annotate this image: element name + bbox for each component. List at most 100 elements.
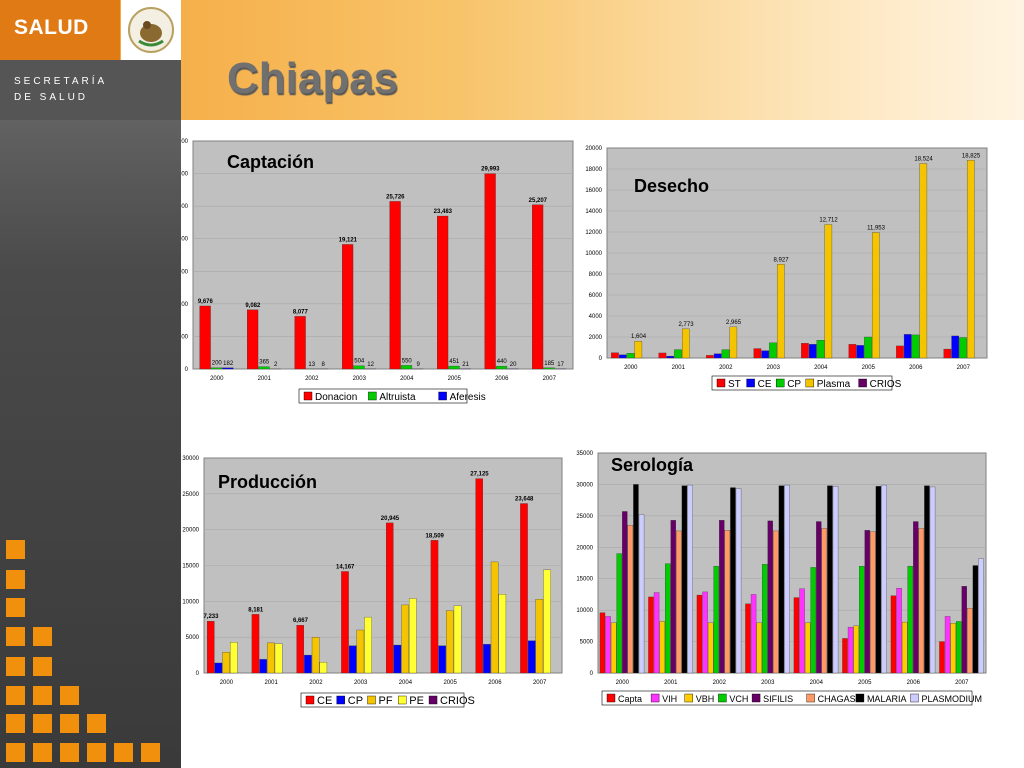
chart-produccion-svg: 0 5000 10000 15000 20000 25000 30000 2000 2001 20… [182,456,563,708]
bar [495,365,508,370]
bar [859,565,865,674]
bar [436,215,449,370]
legend-label: Donacion [315,392,357,403]
bar [658,352,667,359]
bar [870,531,876,674]
bar [816,521,822,674]
bar [881,484,887,674]
bar [853,625,859,674]
bar [364,616,372,674]
legend-label: CRIOS [870,379,902,390]
bar [348,645,357,674]
bar [247,309,259,370]
data-label: 17 [557,362,564,368]
bar [230,642,238,674]
chart-desecho: 0 2000 4000 6000 8000 10000 12000 14000 16000 180… [582,140,992,395]
bar [707,622,714,674]
y-tick-label: 20000 [181,237,189,243]
bar [385,522,394,674]
x-tick-label: 2002 [719,365,733,371]
bar [430,540,439,674]
bar [729,326,738,359]
bar [762,564,768,674]
legend-swatch [398,695,407,705]
bar [446,610,454,674]
bar [918,528,925,674]
y-tick-label: 30000 [576,482,593,488]
bar [842,638,848,674]
bar [901,621,908,674]
y-tick-label: 25000 [181,204,189,210]
x-tick-label: 2007 [533,680,547,686]
bar [304,654,312,674]
data-label: 23,483 [434,209,453,215]
bar [750,594,757,674]
secretaria-line-1: SECRETARÍA [14,76,108,87]
bar [702,591,708,674]
data-label: 182 [223,361,234,367]
x-tick-label: 2000 [210,376,224,382]
data-label: 13 [308,362,315,368]
data-label: 440 [497,359,508,365]
bar [801,343,809,359]
y-tick-label: 10000 [576,608,593,614]
legend-swatch [606,693,616,703]
data-label: 451 [449,359,460,365]
bar [634,341,643,359]
bar [778,485,785,674]
y-tick-label: 18000 [585,167,602,173]
bar [816,339,825,359]
decorative-square [33,627,52,646]
data-label: 2,965 [726,320,742,326]
data-label: 8,077 [293,309,309,315]
bar [972,565,979,674]
bar [448,365,460,370]
decorative-square [6,598,25,617]
chart-title: Desecho [634,176,709,196]
data-label: 550 [402,358,413,364]
y-tick-label: 10000 [181,302,189,308]
x-tick-label: 2005 [858,680,872,686]
secretaria-block [0,60,181,120]
x-tick-label: 2001 [672,365,686,371]
legend-swatch [910,693,919,703]
decorative-square [6,540,25,559]
chart-desecho-svg: 0 2000 4000 6000 8000 10000 12000 14000 16000 180… [585,146,988,391]
legend-label: VBH [696,694,715,704]
bar [864,530,870,674]
bar [531,204,544,370]
bar [605,616,611,674]
bar [666,355,675,359]
bar [527,640,536,674]
bar [648,596,654,674]
bar [353,365,365,370]
legend-label: CE [758,379,772,390]
data-label: 18,524 [914,156,933,162]
bar [719,520,725,674]
decorative-square [6,714,25,733]
y-tick-label: 25000 [576,514,593,520]
bar [393,644,402,674]
data-label: 18,509 [426,533,445,539]
bar [400,365,413,370]
bar [745,603,751,674]
bar [259,659,267,674]
data-label: 6,667 [293,618,309,624]
data-label: 9,082 [245,303,261,309]
bar [356,629,365,674]
chart-serologia-svg: 0 5000 10000 15000 20000 25000 30000 35000 2000 2… [576,451,987,706]
bar [490,561,499,674]
bar [767,520,773,674]
data-label: 25,726 [386,194,405,200]
bar [294,316,306,370]
legend-swatch [716,378,726,388]
y-tick-label: 10000 [585,251,602,257]
bar [911,334,920,359]
decorative-square [87,714,106,733]
bar [543,569,551,674]
bar [950,623,956,674]
x-tick-label: 2000 [220,680,234,686]
y-tick-label: 0 [599,356,603,362]
bar [626,353,635,359]
x-tick-label: 2007 [955,680,969,686]
